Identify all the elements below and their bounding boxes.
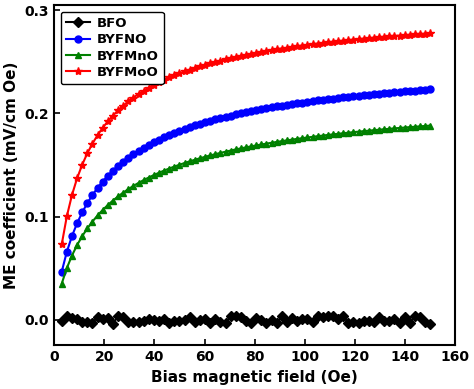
BFO (59, 318, 64, 323)
BFO (428, 321, 433, 326)
BYFNO (376, 91, 382, 96)
BYFMnO (376, 127, 382, 132)
BYFNO (428, 87, 433, 92)
Line: BFO: BFO (58, 312, 434, 327)
BYFMoO (428, 31, 433, 36)
BYFNO (182, 126, 187, 131)
BFO (141, 319, 146, 324)
BYFMoO (376, 35, 382, 40)
BYFNO (392, 90, 397, 95)
BYFMnO (428, 123, 433, 128)
Legend: BFO, BYFNO, BYFMnO, BYFMoO: BFO, BYFNO, BYFMnO, BYFMoO (61, 12, 164, 84)
Y-axis label: ME coefficient (mV/cm Oe): ME coefficient (mV/cm Oe) (4, 61, 19, 289)
Line: BYFMoO: BYFMoO (57, 29, 435, 249)
BYFMnO (141, 178, 146, 182)
BYFMoO (392, 34, 397, 39)
BFO (412, 313, 418, 318)
BYFMnO (243, 145, 249, 150)
BYFNO (141, 145, 146, 150)
BFO (243, 319, 249, 324)
BYFNO (366, 92, 372, 97)
BYFMoO (243, 53, 249, 57)
BFO (376, 315, 382, 319)
Line: BYFNO: BYFNO (58, 86, 434, 275)
X-axis label: Bias magnetic field (Oe): Bias magnetic field (Oe) (151, 370, 358, 385)
BYFMnO (392, 126, 397, 131)
BYFNO (243, 110, 249, 114)
BYFMoO (366, 36, 372, 40)
BYFMoO (182, 69, 187, 74)
BYFNO (59, 269, 64, 274)
Line: BYFMnO: BYFMnO (58, 122, 434, 287)
BYFMoO (59, 242, 64, 247)
BFO (392, 317, 397, 322)
BYFMoO (141, 88, 146, 93)
BFO (182, 318, 187, 322)
BYFMnO (59, 281, 64, 286)
BYFMnO (366, 128, 372, 133)
BYFMnO (182, 161, 187, 165)
BFO (366, 318, 372, 323)
